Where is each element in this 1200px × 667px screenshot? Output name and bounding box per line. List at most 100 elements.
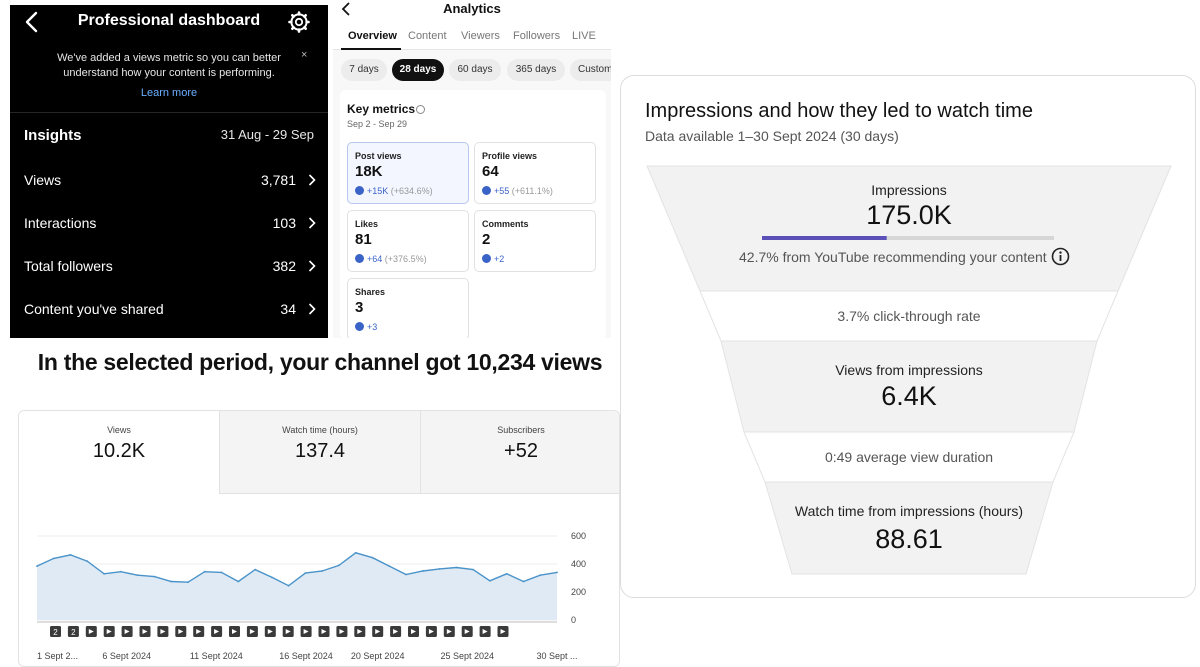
views-metric-notice: We've added a views metric so you can be… — [10, 51, 328, 81]
data-point — [354, 551, 357, 554]
tab-content[interactable]: Content — [408, 30, 447, 42]
metric-change: +15K (+634.6%) — [367, 186, 433, 196]
data-point — [52, 557, 55, 560]
play-icon — [142, 629, 148, 634]
metric-value: 64 — [482, 163, 499, 180]
x-tick-label: 20 Sept 2024 — [351, 651, 405, 661]
x-tick-label: 16 Sept 2024 — [279, 651, 333, 661]
period-365-days[interactable]: 365 days — [507, 59, 565, 81]
impressions-value: 175.0K — [866, 200, 952, 230]
play-icon — [464, 629, 470, 634]
analytics-panel: Analytics Overview Content Viewers Follo… — [333, 0, 611, 338]
play-icon — [411, 629, 416, 634]
data-point — [556, 571, 558, 574]
y-tick-label: 200 — [571, 587, 586, 597]
metric-label: Post views — [355, 151, 402, 161]
x-tick-label: 6 Sept 2024 — [102, 651, 151, 661]
funnel-title: Impressions and how they led to watch ti… — [645, 100, 1033, 122]
active-tab-underline — [341, 48, 401, 50]
funnel-stage-watch-time — [764, 481, 1054, 575]
insight-row-total-followers[interactable]: Total followers 382 — [24, 254, 316, 278]
tab-live[interactable]: LIVE — [572, 30, 596, 42]
arrow-up-icon — [482, 186, 491, 195]
insight-row-content-shared[interactable]: Content you've shared 34 — [24, 297, 316, 321]
settings-gear-icon[interactable] — [288, 11, 310, 33]
tab-overview[interactable]: Overview — [348, 30, 397, 42]
period-custom[interactable]: Custom — [570, 59, 611, 81]
play-icon — [357, 629, 363, 634]
data-point — [170, 580, 173, 583]
stat-watch-time-tab[interactable]: Watch time (hours) 137.4 — [219, 411, 420, 494]
play-icon — [88, 629, 94, 634]
average-view-duration: 0:49 average view duration — [824, 449, 994, 465]
insight-row-interactions[interactable]: Interactions 103 — [24, 211, 316, 235]
play-icon — [500, 629, 506, 634]
data-point — [455, 566, 458, 569]
row-value: 103 — [272, 215, 296, 231]
metric-value: 2 — [482, 231, 491, 248]
learn-more-link[interactable]: Learn more — [140, 87, 198, 99]
play-icon — [178, 629, 184, 634]
row-value: 34 — [280, 301, 296, 317]
click-through-rate: 3.7% click-through rate — [837, 308, 981, 324]
data-point — [103, 572, 105, 575]
stat-value: +52 — [504, 440, 538, 462]
info-icon[interactable] — [416, 105, 425, 114]
tab-viewers[interactable]: Viewers — [461, 30, 500, 42]
data-point — [36, 565, 38, 567]
arrow-up-icon — [355, 254, 364, 263]
data-point — [388, 565, 391, 567]
data-point — [153, 575, 156, 578]
data-point — [472, 568, 474, 571]
video-marker-icon — [50, 626, 61, 637]
data-point — [304, 572, 307, 574]
stat-views-tab[interactable]: Views 10.2K — [19, 411, 219, 494]
period-7-days[interactable]: 7 days — [341, 59, 387, 81]
metric-post-views[interactable]: Post views 18K +15K (+634.6%) — [347, 142, 469, 204]
period-28-days[interactable]: 28 days — [392, 59, 444, 81]
metric-comments[interactable]: Comments 2 +2 — [474, 210, 596, 272]
y-tick-label: 0 — [571, 615, 576, 625]
views-from-impressions-value: 6.4K — [881, 381, 937, 411]
dashboard-title: Professional dashboard — [77, 12, 261, 29]
metric-likes[interactable]: Likes 81 +64 (+376.5%) — [347, 210, 469, 272]
data-point — [438, 568, 441, 570]
back-arrow-icon[interactable] — [341, 2, 351, 16]
data-point — [421, 570, 424, 572]
video-marker-icon — [67, 626, 79, 637]
arrow-up-icon — [355, 186, 364, 195]
x-tick-label: 11 Sept 2024 — [190, 651, 243, 661]
notice-text: We've added a views metric so you can be… — [57, 52, 281, 79]
play-icon — [214, 629, 220, 634]
metric-profile-views[interactable]: Profile views 64 +55 (+611.1%) — [474, 142, 596, 204]
metric-change: +2 — [494, 254, 505, 264]
recommend-bar-track — [762, 236, 1054, 240]
data-point — [220, 571, 223, 574]
tab-followers[interactable]: Followers — [513, 30, 561, 42]
metric-label: Shares — [355, 287, 386, 297]
metric-shares[interactable]: Shares 3 +3 — [347, 278, 469, 338]
row-label: Interactions — [24, 215, 97, 231]
data-point — [321, 570, 324, 572]
data-point — [69, 554, 72, 556]
stat-subscribers-tab[interactable]: Subscribers +52 — [420, 411, 619, 494]
watch-time-value: 88.61 — [875, 524, 943, 554]
channel-overview-card: Views 10.2K Watch time (hours) 137.4 Sub… — [18, 410, 620, 667]
key-metrics-title: Key metrics — [347, 102, 416, 116]
key-metrics-date-range: Sep 2 - Sep 29 — [347, 119, 408, 129]
period-60-days[interactable]: 60 days — [449, 59, 501, 81]
chevron-right-icon — [308, 217, 316, 229]
info-icon[interactable] — [1051, 247, 1070, 266]
play-icon — [321, 629, 327, 634]
back-arrow-icon[interactable] — [24, 11, 40, 33]
recommend-text: 42.7% from YouTube recommending your con… — [739, 249, 1047, 265]
stat-label: Subscribers — [497, 425, 545, 435]
notice-close-icon[interactable]: × — [301, 49, 308, 61]
play-icon — [285, 629, 291, 634]
metric-label: Comments — [482, 219, 529, 229]
insight-row-views[interactable]: Views 3,781 — [24, 168, 316, 192]
analytics-header: Analytics Overview Content Viewers Follo… — [333, 0, 611, 50]
play-icon — [124, 629, 130, 634]
x-tick-label: 30 Sept ... — [536, 651, 577, 661]
row-value: 382 — [272, 258, 296, 274]
